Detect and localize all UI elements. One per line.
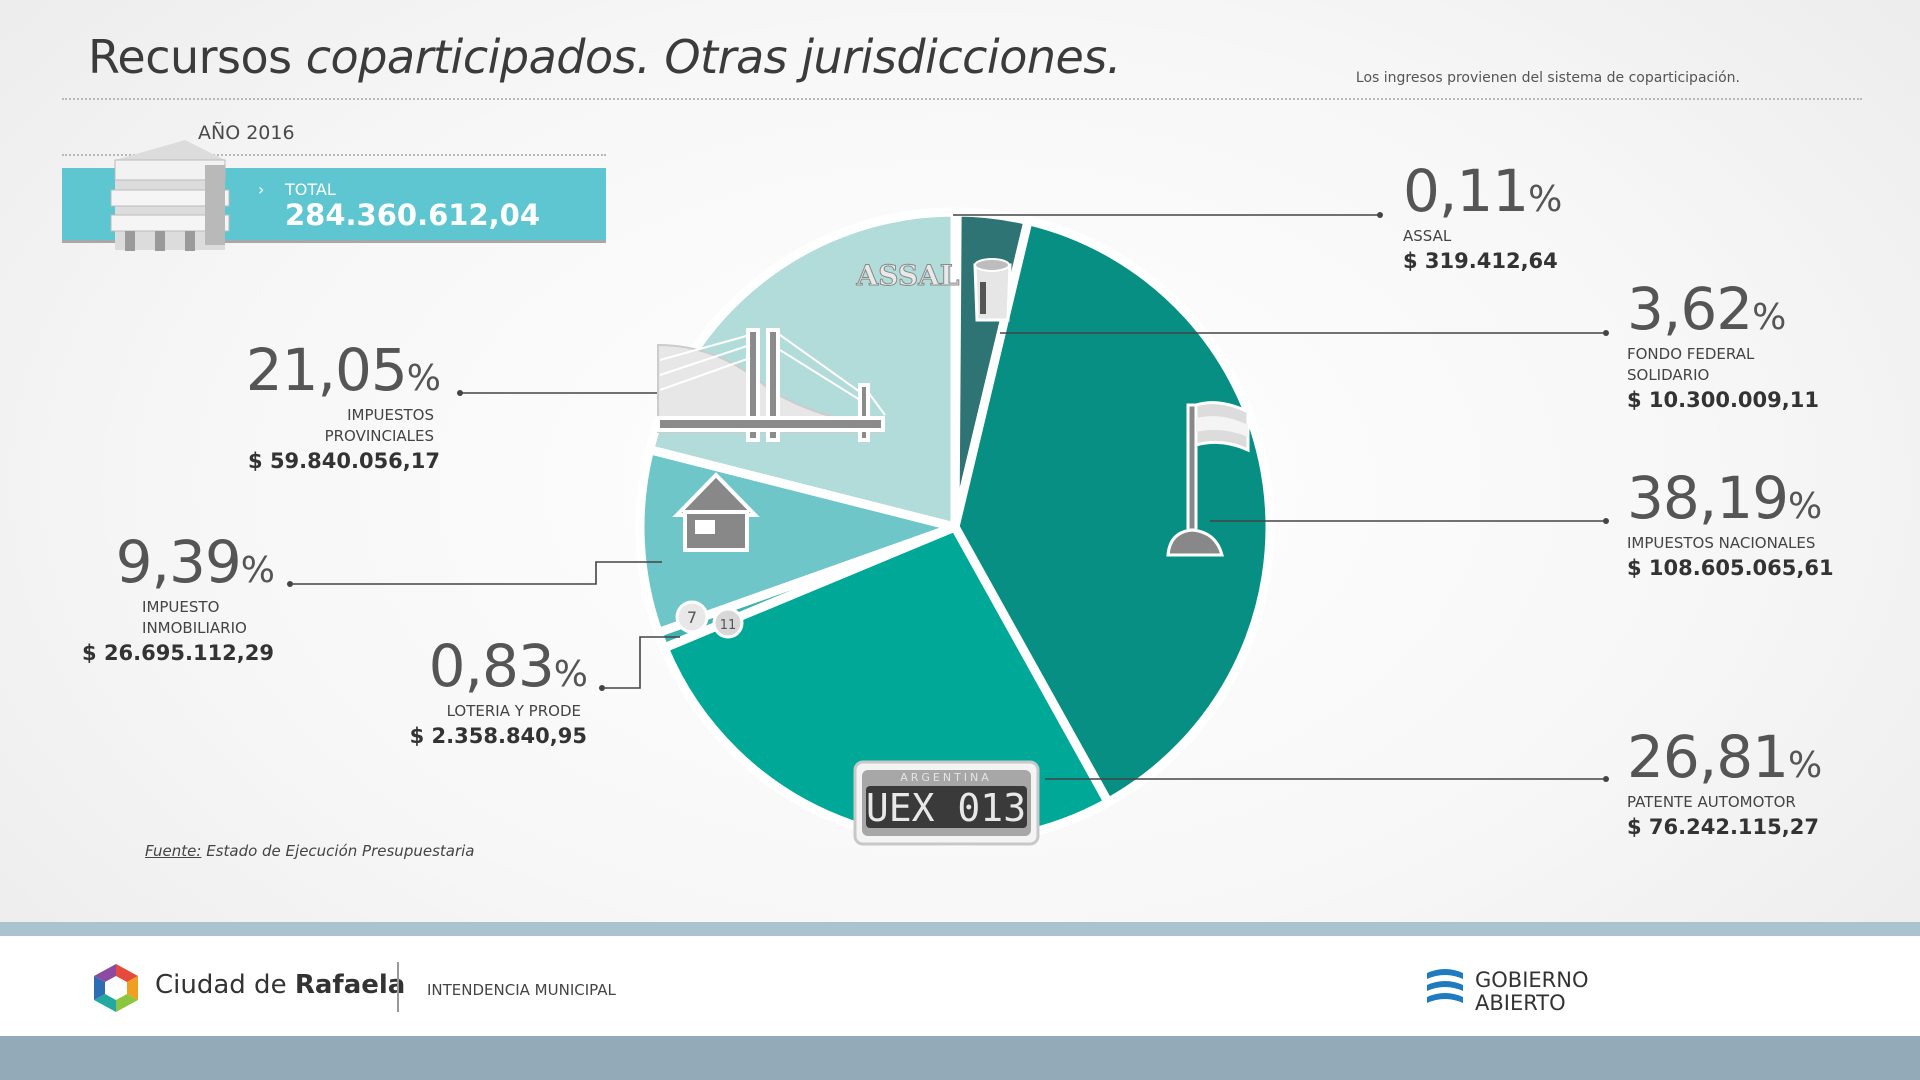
leader-line-lot bbox=[602, 636, 680, 689]
leader-dot-lot bbox=[599, 685, 605, 691]
bridge-icon bbox=[656, 328, 886, 442]
pie-slice-impuestos-nacionales bbox=[950, 216, 1275, 807]
leader-dot-prov bbox=[457, 390, 463, 396]
house-icon bbox=[672, 472, 760, 552]
building-icon bbox=[110, 140, 230, 251]
leader-dot-assal bbox=[1377, 212, 1383, 218]
footer-band bbox=[0, 922, 1920, 936]
leader-dot-inm bbox=[287, 581, 293, 587]
leader-line-inm bbox=[290, 561, 662, 585]
cat-prov: IMPUESTOS PROVINCIALES bbox=[324, 406, 434, 445]
label-pat: 26,81% PATENTE AUTOMOTOR $ 76.242.115,27 bbox=[1627, 723, 1822, 839]
label-inm: 9,39% IMPUESTO INMOBILIARIO $ 26.695.112,… bbox=[82, 528, 275, 665]
chevron-right-icon: › bbox=[258, 180, 265, 199]
ball-2: 11 bbox=[720, 618, 737, 633]
cat-assal: ASSAL bbox=[1403, 227, 1452, 245]
cup-icon bbox=[973, 258, 1012, 322]
license-plate-icon: ARGENTINA UEX 013 bbox=[853, 760, 1040, 846]
year-divider bbox=[62, 154, 606, 156]
pct-assal: 0,11% bbox=[1403, 157, 1562, 225]
pct-lot: 0,83% bbox=[428, 632, 588, 700]
cat-nac: IMPUESTOS NACIONALES bbox=[1627, 534, 1816, 552]
amt-ffs: $ 10.300.009,11 bbox=[1627, 388, 1819, 412]
leader-dot-nac bbox=[1603, 518, 1609, 524]
city-logo-text: Ciudad de Rafaela bbox=[155, 970, 406, 1000]
year-label: AÑO 2016 bbox=[198, 122, 295, 144]
label-lot: 0,83% LOTERIA Y PRODE $ 2.358.840,95 bbox=[409, 632, 588, 748]
pct-ffs: 3,62% bbox=[1627, 275, 1786, 343]
plate-number: UEX 013 bbox=[866, 786, 1026, 830]
lottery-balls-icon: 7 11 bbox=[675, 600, 744, 639]
plate-country: ARGENTINA bbox=[900, 771, 992, 784]
pct-prov: 21,05% bbox=[245, 336, 441, 404]
header-divider bbox=[62, 98, 1862, 100]
pct-nac: 38,19% bbox=[1627, 464, 1822, 532]
gobierno-abierto-icon bbox=[1427, 969, 1463, 1003]
total-label: TOTAL bbox=[285, 180, 336, 199]
cat-inm: IMPUESTO INMOBILIARIO bbox=[142, 598, 247, 637]
leader-dot-pat bbox=[1603, 776, 1609, 782]
ball-1: 7 bbox=[687, 608, 697, 627]
total-value: 284.360.612,04 bbox=[285, 198, 541, 232]
rafaela-logo-icon bbox=[94, 964, 138, 1012]
amt-pat: $ 76.242.115,27 bbox=[1627, 815, 1819, 839]
label-prov: 21,05% IMPUESTOS PROVINCIALES $ 59.840.05… bbox=[245, 336, 441, 473]
gobierno-abierto-text: GOBIERNO ABIERTO bbox=[1475, 968, 1589, 1015]
label-nac: 38,19% IMPUESTOS NACIONALES $ 108.605.06… bbox=[1627, 469, 1834, 580]
amt-assal: $ 319.412,64 bbox=[1403, 249, 1558, 273]
flag-icon bbox=[1166, 401, 1250, 557]
footer-separator bbox=[397, 962, 399, 1012]
footer bbox=[0, 936, 1920, 1036]
bottom-band bbox=[0, 1036, 1920, 1080]
assal-logo: ASSAL bbox=[856, 259, 960, 292]
amt-prov: $ 59.840.056,17 bbox=[248, 449, 440, 473]
amt-nac: $ 108.605.065,61 bbox=[1627, 556, 1834, 580]
intendencia-label: INTENDENCIA MUNICIPAL bbox=[427, 981, 616, 999]
amt-inm: $ 26.695.112,29 bbox=[82, 641, 274, 665]
cat-lot: LOTERIA Y PRODE bbox=[446, 702, 581, 720]
label-ffs: 3,62% FONDO FEDERAL SOLIDARIO $ 10.300.00… bbox=[1627, 280, 1819, 412]
source-note: Fuente: Estado de Ejecución Presupuestar… bbox=[145, 842, 475, 860]
label-assal: 0,11% ASSAL $ 319.412,64 bbox=[1403, 157, 1562, 273]
cat-pat: PATENTE AUTOMOTOR bbox=[1627, 793, 1796, 811]
page-subtitle: Los ingresos provienen del sistema de co… bbox=[1355, 70, 1740, 86]
pct-inm: 9,39% bbox=[115, 528, 275, 596]
cat-ffs: FONDO FEDERAL SOLIDARIO bbox=[1627, 345, 1755, 384]
pct-pat: 26,81% bbox=[1627, 723, 1822, 791]
amt-lot: $ 2.358.840,95 bbox=[409, 724, 587, 748]
leader-dot-ffs bbox=[1603, 330, 1609, 336]
page-title: Recursos coparticipados. Otras jurisdicc… bbox=[88, 30, 1121, 84]
